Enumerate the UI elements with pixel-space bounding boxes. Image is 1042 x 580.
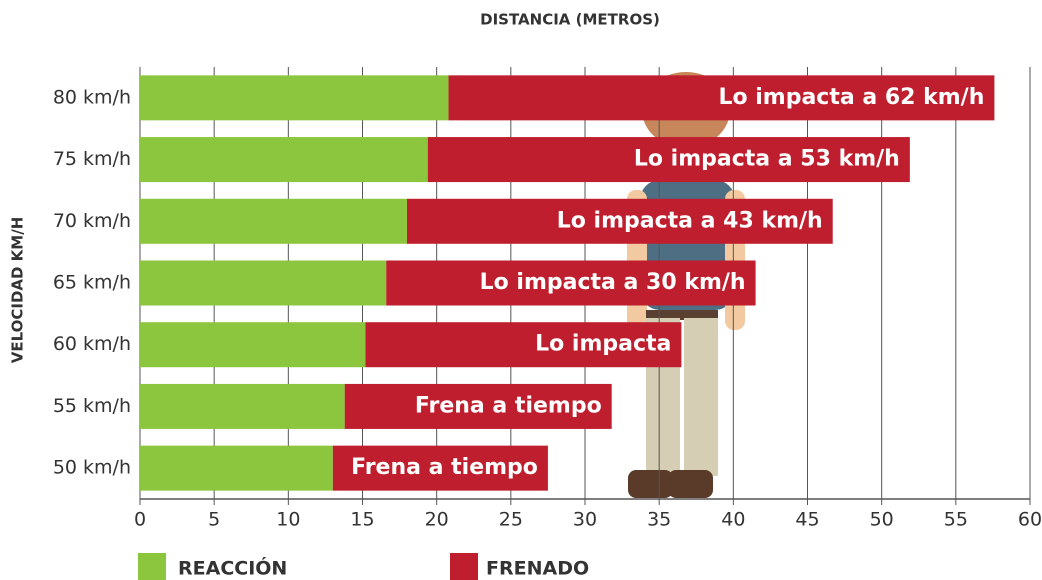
x-tick-label: 55 <box>944 509 968 531</box>
x-tick-label: 25 <box>499 509 523 531</box>
bar-label: Lo impacta a 53 km/h <box>634 147 900 172</box>
x-tick-label: 15 <box>350 509 374 531</box>
x-tick-label: 60 <box>1018 509 1042 531</box>
bar-label: Frena a tiempo <box>351 455 538 480</box>
x-tick-label: 50 <box>870 509 894 531</box>
y-tick-label: 70 km/h <box>53 210 131 232</box>
bar-label: Frena a tiempo <box>415 393 602 418</box>
legend-label: REACCIÓN <box>178 556 287 580</box>
bar-segment <box>140 261 386 306</box>
y-tick-label: 75 km/h <box>53 148 131 170</box>
x-tick-label: 10 <box>276 509 300 531</box>
legend-swatch <box>138 553 166 580</box>
bar-segment <box>140 75 449 120</box>
y-tick-label: 65 km/h <box>53 272 131 294</box>
bar-label: Lo impacta a 30 km/h <box>480 270 746 295</box>
bar-label: Lo impacta <box>535 332 671 357</box>
y-tick-label: 55 km/h <box>53 395 131 417</box>
bar-segment <box>140 199 407 244</box>
y-tick-label: 60 km/h <box>53 333 131 355</box>
x-tick-label: 20 <box>425 509 449 531</box>
x-tick-label: 30 <box>573 509 597 531</box>
bar-label: Lo impacta a 62 km/h <box>718 85 984 110</box>
y-tick-label: 50 km/h <box>53 457 131 479</box>
x-tick-label: 0 <box>134 509 146 531</box>
x-tick-label: 40 <box>721 509 745 531</box>
x-tick-label: 45 <box>795 509 819 531</box>
legend-swatch <box>450 553 478 580</box>
bar-label: Lo impacta a 43 km/h <box>557 208 823 233</box>
bar-segment <box>140 446 333 491</box>
legend-label: FRENADO <box>486 558 589 580</box>
chart-title: DISTANCIA (METROS) <box>480 11 660 29</box>
bar-segment <box>140 322 365 367</box>
y-tick-label: 80 km/h <box>53 86 131 108</box>
bar-segment <box>140 137 428 182</box>
x-tick-label: 5 <box>208 509 220 531</box>
x-tick-label: 35 <box>647 509 671 531</box>
bar-segment <box>140 384 345 429</box>
y-axis-label: VELOCIDAD KM/H <box>9 217 27 364</box>
chart: DISTANCIA (METROS) VELOCIDAD KM/H REACCI… <box>0 0 1042 580</box>
